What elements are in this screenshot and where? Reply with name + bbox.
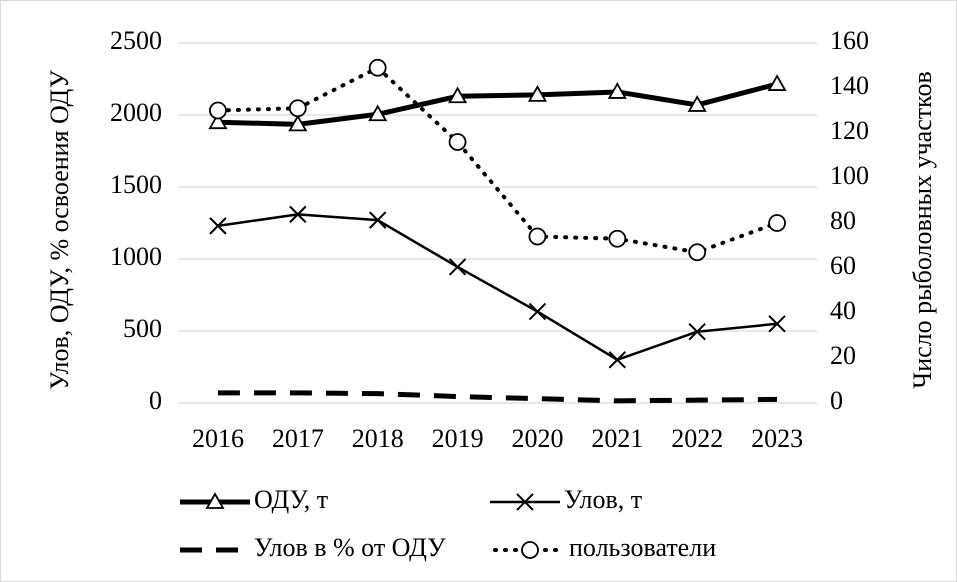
series-line bbox=[217, 81, 778, 127]
series-line bbox=[217, 390, 778, 404]
y2-axis-label: Число рыболовных участков bbox=[908, 71, 937, 388]
marker bbox=[607, 82, 627, 99]
y2-tick-label: 20 bbox=[830, 341, 856, 370]
marker bbox=[368, 104, 388, 122]
x-tick-label: 2019 bbox=[432, 424, 484, 453]
legend-label: Улов в % от ОДУ bbox=[254, 533, 446, 562]
marker bbox=[448, 86, 468, 104]
y2-tick-label: 140 bbox=[830, 71, 869, 100]
marker bbox=[288, 114, 308, 132]
marker bbox=[527, 85, 547, 102]
series-line bbox=[215, 65, 780, 255]
marker bbox=[768, 315, 786, 333]
y2-tick-label: 100 bbox=[830, 161, 869, 190]
y2-tick-label: 40 bbox=[830, 296, 856, 325]
y2-tick-label: 0 bbox=[830, 386, 843, 415]
series-line bbox=[217, 213, 778, 362]
x-tick-label: 2018 bbox=[352, 424, 404, 453]
x-tick-label: 2016 bbox=[192, 424, 244, 453]
legend-label: пользователи bbox=[569, 533, 716, 562]
marker bbox=[521, 541, 539, 559]
marker bbox=[608, 351, 627, 369]
marker bbox=[767, 74, 787, 91]
y2-tick-label: 160 bbox=[830, 26, 869, 55]
marker bbox=[209, 217, 227, 235]
marker bbox=[209, 101, 227, 120]
y-axis-label: Улов, ОДУ, % освоения ОДУ bbox=[45, 69, 74, 390]
marker bbox=[208, 112, 228, 130]
marker bbox=[448, 258, 467, 276]
y-tick-label: 1500 bbox=[110, 170, 162, 199]
marker bbox=[516, 493, 534, 511]
marker bbox=[688, 243, 707, 262]
x-tick-label: 2021 bbox=[591, 424, 643, 453]
marker bbox=[368, 211, 387, 229]
x-tick-label: 2017 bbox=[272, 424, 324, 453]
y-tick-label: 500 bbox=[123, 314, 162, 343]
x-tick-label: 2022 bbox=[671, 424, 723, 453]
y2-tick-label: 120 bbox=[830, 116, 869, 145]
legend-label: Улов, т bbox=[564, 485, 642, 514]
y2-tick-label: 60 bbox=[830, 251, 856, 280]
marker bbox=[608, 229, 627, 248]
marker bbox=[289, 205, 307, 224]
marker bbox=[687, 95, 707, 112]
marker bbox=[528, 227, 547, 246]
marker bbox=[688, 323, 706, 341]
legend-label: ОДУ, т bbox=[254, 485, 328, 514]
y-tick-label: 2000 bbox=[110, 98, 162, 127]
x-tick-label: 2020 bbox=[511, 424, 563, 453]
x-tick-label: 2023 bbox=[751, 424, 803, 453]
y2-tick-label: 80 bbox=[830, 206, 856, 235]
marker bbox=[528, 302, 547, 321]
marker bbox=[288, 99, 307, 118]
marker bbox=[448, 133, 467, 151]
marker bbox=[205, 492, 225, 509]
marker bbox=[368, 58, 387, 77]
y-tick-label: 2500 bbox=[110, 26, 162, 55]
y-tick-label: 0 bbox=[149, 386, 162, 415]
y-tick-label: 1000 bbox=[110, 242, 162, 271]
marker bbox=[768, 214, 786, 232]
